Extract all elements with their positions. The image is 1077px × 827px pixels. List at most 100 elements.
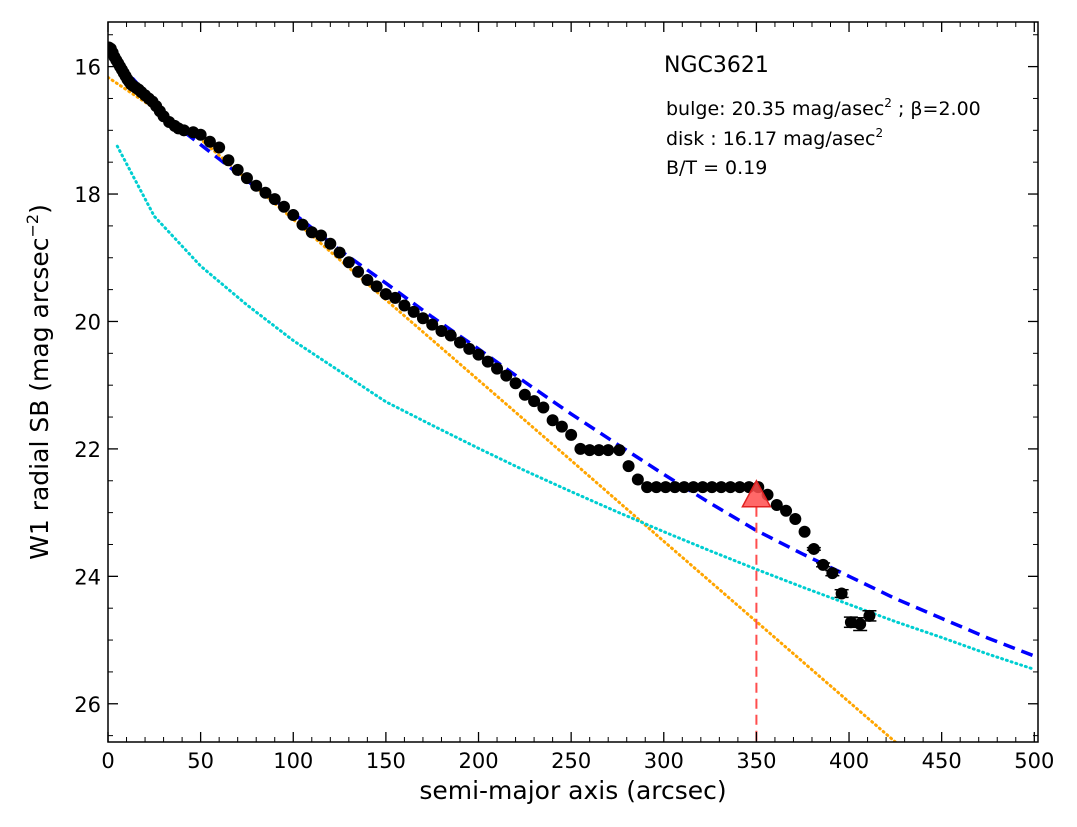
data-point [213, 141, 226, 154]
data-point [426, 318, 439, 331]
data-point [835, 587, 848, 600]
y-tick-label: 20 [74, 310, 101, 334]
data-point [222, 154, 235, 167]
data-point [203, 135, 216, 148]
data-point [491, 362, 504, 375]
data-point [177, 124, 190, 137]
data-point [407, 305, 420, 318]
data-point [733, 481, 746, 494]
data-point [352, 265, 365, 278]
data-point [854, 618, 867, 631]
data-point [342, 256, 355, 269]
data-point [231, 163, 244, 176]
data-point [389, 291, 402, 304]
data-point [631, 473, 644, 486]
data-point [528, 395, 541, 408]
data-point [583, 444, 596, 457]
data-point [268, 193, 281, 206]
y-tick-label: 22 [74, 438, 101, 462]
x-tick-label: 200 [458, 749, 498, 773]
data-point [333, 246, 346, 259]
data-point [250, 179, 263, 192]
data-point [592, 444, 605, 457]
plot-frame [107, 21, 1039, 743]
component-line-2 [115, 144, 1036, 671]
data-point [416, 312, 429, 325]
galaxy-name: NGC3621 [664, 53, 769, 78]
data-point [770, 498, 783, 511]
bulge-suffix: ; β=2.00 [892, 98, 981, 120]
data-point [641, 481, 654, 494]
disk-label: disk : 16.17 mag/asec2 [666, 126, 883, 150]
data-point [555, 420, 568, 433]
data-point [817, 558, 830, 571]
data-point [463, 342, 476, 355]
data-point [807, 542, 820, 555]
data-point [687, 481, 700, 494]
data-point [826, 567, 839, 580]
bulge-label: bulge: 20.35 mag/asec2 ; β=2.00 [666, 96, 981, 120]
y-tick-label: 18 [74, 183, 101, 207]
y-axis-label: W1 radial SB (mag arcsec−2) [23, 204, 54, 560]
data-point [324, 237, 337, 250]
data-point [696, 481, 709, 494]
data-point [435, 325, 448, 338]
x-tick-label: 50 [187, 749, 214, 773]
series-layer [108, 41, 1036, 742]
data-point [798, 525, 811, 538]
y-axis-label-exponent: −2 [23, 214, 42, 238]
bulge-squared: 2 [884, 96, 892, 110]
data-point [370, 280, 383, 293]
data-point [715, 481, 728, 494]
data-point [277, 200, 290, 213]
data-point [537, 401, 550, 414]
x-tick-label: 0 [101, 749, 114, 773]
data-point [863, 609, 876, 622]
y-axis-label-close: ) [25, 204, 54, 214]
x-axis-label: semi-major axis (arcsec) [419, 776, 726, 805]
data-point [259, 186, 272, 199]
data-point [296, 218, 309, 231]
x-tick-label: 450 [922, 749, 962, 773]
data-point [361, 274, 374, 287]
data-point [509, 377, 522, 390]
data-point [780, 504, 793, 517]
data-point [444, 329, 457, 342]
data-point [844, 616, 857, 629]
data-point [398, 299, 411, 312]
data-point [613, 444, 626, 457]
x-tick-label: 300 [644, 749, 684, 773]
data-point [315, 229, 328, 242]
data-point [574, 442, 587, 455]
data-point [724, 481, 737, 494]
x-tick-label: 150 [366, 749, 406, 773]
data-point [379, 288, 392, 301]
data-point [240, 172, 253, 185]
bt-label: B/T = 0.19 [666, 157, 767, 179]
bulge-prefix: bulge: 20.35 mag/asec [666, 98, 884, 120]
total-model-line [108, 47, 1035, 658]
data-point [678, 481, 691, 494]
x-tick-label: 500 [1014, 749, 1054, 773]
y-tick-label: 16 [74, 56, 101, 80]
data-point [650, 481, 663, 494]
data-point [500, 369, 513, 382]
data-point [453, 336, 466, 349]
data-point [602, 444, 615, 457]
data-point [518, 388, 531, 401]
x-tick-label: 250 [551, 749, 591, 773]
tick-layer: 0 50 100 150 200 250 300 350 400 450 5001618202224… [74, 22, 1054, 773]
disk-prefix: disk : 16.17 mag/asec [666, 128, 875, 150]
component-line-1 [108, 75, 898, 742]
data-point [659, 481, 672, 494]
marker-layer [741, 479, 772, 742]
data-point [305, 226, 318, 239]
y-tick-label: 24 [74, 565, 101, 589]
y-tick-label: 26 [74, 693, 101, 717]
x-tick-label: 100 [273, 749, 313, 773]
x-tick-label: 400 [829, 749, 869, 773]
data-point [472, 348, 485, 361]
y-axis-label-main: W1 radial SB (mag arcsec [25, 238, 54, 560]
data-point [194, 128, 207, 141]
